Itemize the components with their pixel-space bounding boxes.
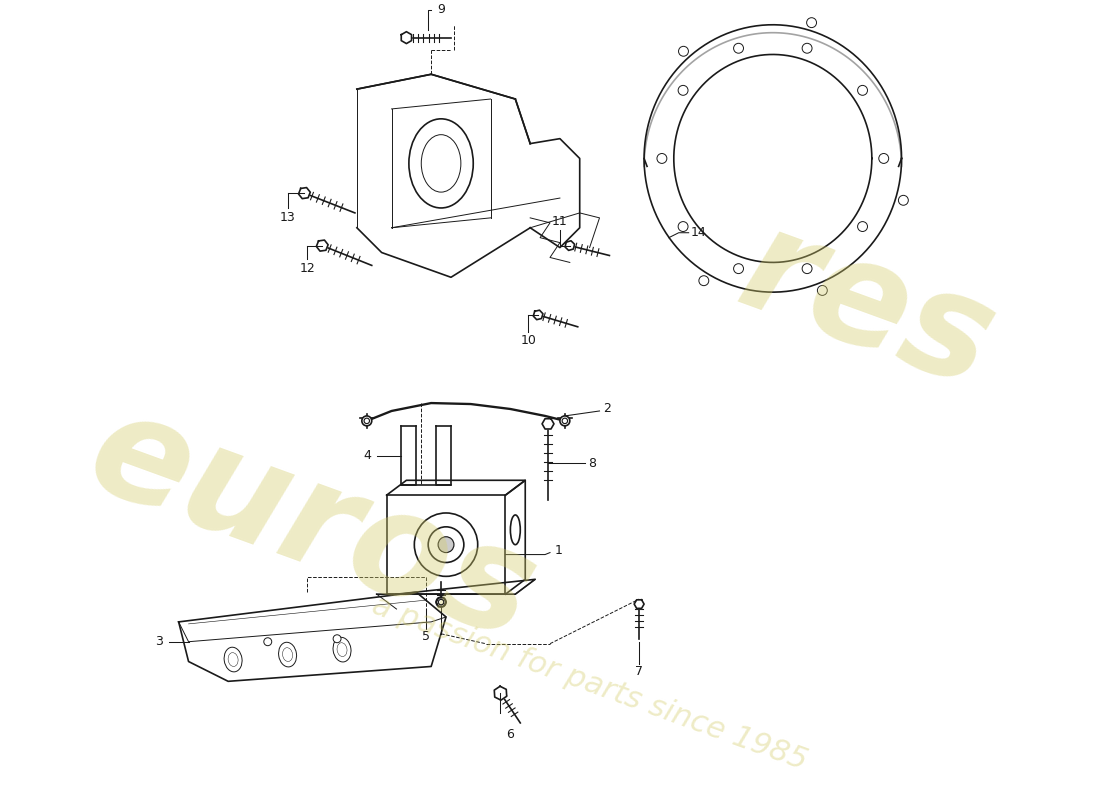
Circle shape [817,286,827,295]
Text: 6: 6 [506,728,515,742]
Text: 13: 13 [279,211,296,224]
Polygon shape [534,310,543,320]
Text: 2: 2 [604,402,612,415]
Circle shape [436,597,446,607]
Text: euros: euros [72,380,553,670]
Text: 14: 14 [691,226,706,239]
Circle shape [560,416,570,426]
Text: 4: 4 [364,449,372,462]
Text: 12: 12 [299,262,316,275]
Circle shape [698,276,708,286]
Circle shape [899,195,909,206]
Text: 5: 5 [422,630,430,643]
Circle shape [806,18,816,28]
Circle shape [678,86,688,95]
Circle shape [802,43,812,54]
Circle shape [879,154,889,163]
Circle shape [333,634,341,642]
Circle shape [858,222,868,231]
Ellipse shape [510,515,520,545]
Circle shape [678,222,688,231]
Polygon shape [565,241,574,250]
Text: res: res [722,197,1012,418]
Polygon shape [635,600,645,608]
Text: a passion for parts since 1985: a passion for parts since 1985 [368,591,811,776]
Text: 1: 1 [556,544,563,557]
Polygon shape [542,418,554,429]
Circle shape [264,638,272,646]
Circle shape [657,154,667,163]
Polygon shape [494,686,507,700]
Circle shape [858,86,868,95]
Text: 8: 8 [588,457,596,470]
Polygon shape [317,240,328,251]
Circle shape [679,46,689,56]
Text: 3: 3 [155,635,163,648]
Circle shape [438,537,454,553]
Polygon shape [402,32,411,43]
Polygon shape [436,598,446,606]
Circle shape [734,43,744,54]
Text: 10: 10 [520,334,536,347]
Polygon shape [298,187,310,198]
Circle shape [734,264,744,274]
Circle shape [362,416,372,426]
Circle shape [415,513,477,576]
Circle shape [802,264,812,274]
Text: 11: 11 [552,215,568,228]
Text: 7: 7 [635,665,643,678]
Text: 9: 9 [437,3,446,17]
Circle shape [428,527,464,562]
